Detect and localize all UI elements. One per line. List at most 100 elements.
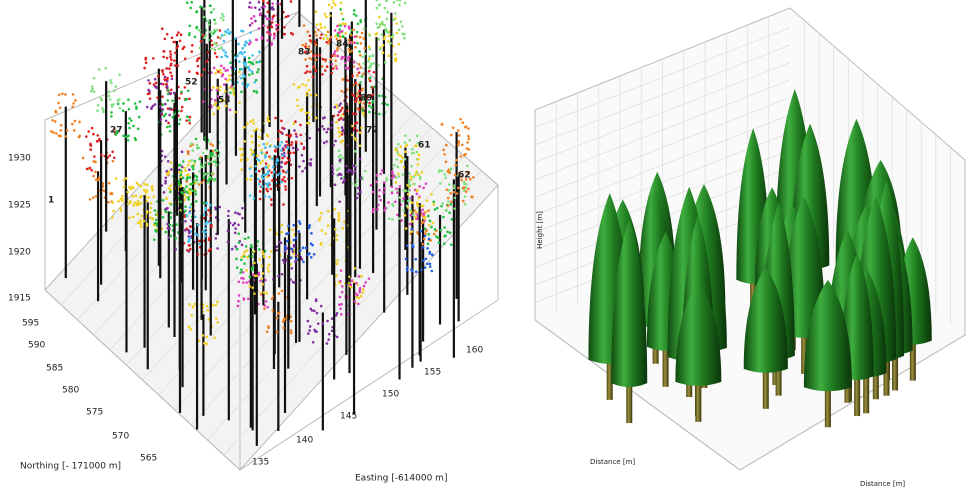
point xyxy=(409,209,412,212)
point xyxy=(299,124,302,127)
point xyxy=(289,134,292,137)
point xyxy=(250,149,253,152)
tree-id: 27 xyxy=(110,126,123,136)
point xyxy=(149,97,152,100)
point xyxy=(234,232,237,235)
point xyxy=(468,138,471,141)
point xyxy=(258,183,261,186)
point xyxy=(136,202,139,205)
point xyxy=(150,202,153,205)
point xyxy=(424,232,427,235)
point xyxy=(117,200,120,203)
point xyxy=(278,130,281,133)
point xyxy=(368,55,371,58)
point xyxy=(401,33,404,36)
point xyxy=(265,166,268,169)
point xyxy=(424,216,427,219)
point xyxy=(381,169,384,172)
point xyxy=(121,195,124,198)
point xyxy=(74,120,77,123)
point xyxy=(306,30,309,33)
point xyxy=(338,215,341,218)
point xyxy=(372,62,375,65)
point xyxy=(170,235,173,238)
point xyxy=(160,82,163,85)
point xyxy=(364,170,367,173)
point xyxy=(331,54,334,57)
point xyxy=(433,233,436,236)
point xyxy=(166,77,169,80)
point xyxy=(145,199,148,202)
point xyxy=(252,151,255,154)
point xyxy=(363,27,366,30)
point xyxy=(263,5,266,8)
point xyxy=(240,259,243,262)
point xyxy=(194,160,197,163)
point xyxy=(229,91,232,94)
point xyxy=(169,50,172,53)
point xyxy=(194,36,197,39)
point xyxy=(264,195,267,198)
point xyxy=(336,169,339,172)
point xyxy=(315,54,318,57)
point xyxy=(465,190,468,193)
point xyxy=(291,248,294,251)
point xyxy=(139,223,142,226)
point xyxy=(165,119,168,122)
point xyxy=(340,303,343,306)
point xyxy=(232,224,235,227)
point xyxy=(431,253,434,256)
point xyxy=(430,193,433,196)
point xyxy=(258,144,261,147)
point xyxy=(250,17,253,20)
point xyxy=(292,147,295,150)
point xyxy=(371,86,374,89)
easting-tick: 150 xyxy=(382,390,399,400)
point xyxy=(386,11,389,14)
point xyxy=(243,126,246,129)
point xyxy=(85,135,88,138)
point xyxy=(293,244,296,247)
point xyxy=(169,93,172,96)
point xyxy=(165,170,168,173)
point xyxy=(231,248,234,251)
point xyxy=(173,59,176,62)
point xyxy=(360,42,363,45)
point xyxy=(322,117,325,120)
point xyxy=(252,119,255,122)
point xyxy=(332,2,335,5)
point xyxy=(219,36,222,39)
point xyxy=(324,58,327,61)
point xyxy=(248,43,251,46)
point xyxy=(270,250,273,253)
point xyxy=(259,14,262,17)
point xyxy=(105,67,108,70)
point xyxy=(232,90,235,93)
point xyxy=(187,153,190,156)
point xyxy=(369,76,372,79)
point xyxy=(200,5,203,8)
point xyxy=(164,76,167,79)
point xyxy=(336,259,339,262)
point xyxy=(240,154,243,157)
point xyxy=(238,281,241,284)
point xyxy=(323,142,326,145)
point xyxy=(241,53,244,56)
point xyxy=(284,248,287,251)
point xyxy=(273,37,276,40)
point xyxy=(441,170,444,173)
point xyxy=(178,179,181,182)
point xyxy=(305,43,308,46)
point xyxy=(417,204,420,207)
point xyxy=(171,36,174,39)
point xyxy=(286,170,289,173)
point xyxy=(112,160,115,163)
point xyxy=(222,15,225,18)
point xyxy=(397,143,400,146)
point xyxy=(143,220,146,223)
point xyxy=(331,329,334,332)
point xyxy=(389,42,392,45)
point xyxy=(281,157,284,160)
point xyxy=(251,54,254,57)
point xyxy=(302,247,305,250)
